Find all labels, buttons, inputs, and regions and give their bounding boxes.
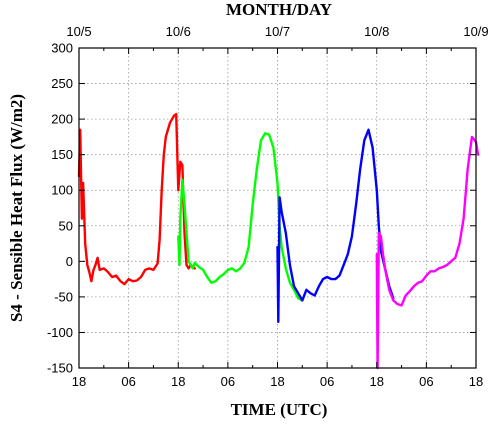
series-line-3 <box>276 128 395 323</box>
y-tick-label: -50 <box>54 289 73 304</box>
y-tick-label: 150 <box>51 147 73 162</box>
x-tick-label: 06 <box>121 374 135 389</box>
y-tick-label: 250 <box>51 76 73 91</box>
series-line-4 <box>375 135 480 370</box>
y-tick-label: -100 <box>47 325 73 340</box>
x-tick-label: 18 <box>370 374 384 389</box>
x-tick-label: 18 <box>72 374 86 389</box>
x-tick-label: 06 <box>221 374 235 389</box>
top-tick-label: 10/5 <box>66 24 91 39</box>
series-line-1 <box>77 112 197 286</box>
chart-title: MONTH/DAY <box>226 0 332 19</box>
top-tick-label: 10/9 <box>463 24 488 39</box>
x-tick-label: 18 <box>270 374 284 389</box>
y-tick-label: -150 <box>47 361 73 376</box>
y-tick-label: 0 <box>66 254 73 269</box>
y-axis-title: S4 - Sensible Heat Flux (W/m2) <box>7 94 26 322</box>
x-tick-label: 06 <box>320 374 334 389</box>
top-tick-label: 10/7 <box>265 24 290 39</box>
x-tick-label: 18 <box>171 374 185 389</box>
ticks: -150 -100 -50 0 50 100 150 200 250 300 18 06 18 06 18 0… <box>47 24 489 389</box>
x-axis-title: TIME (UTC) <box>231 400 328 419</box>
top-tick-label: 10/6 <box>166 24 191 39</box>
y-tick-label: 100 <box>51 183 73 198</box>
y-tick-label: 200 <box>51 112 73 127</box>
y-tick-label: 50 <box>59 218 73 233</box>
top-tick-label: 10/8 <box>364 24 389 39</box>
x-tick-label: 18 <box>469 374 483 389</box>
series-layer <box>77 112 480 370</box>
y-tick-label: 300 <box>51 41 73 56</box>
x-tick-label: 06 <box>419 374 433 389</box>
